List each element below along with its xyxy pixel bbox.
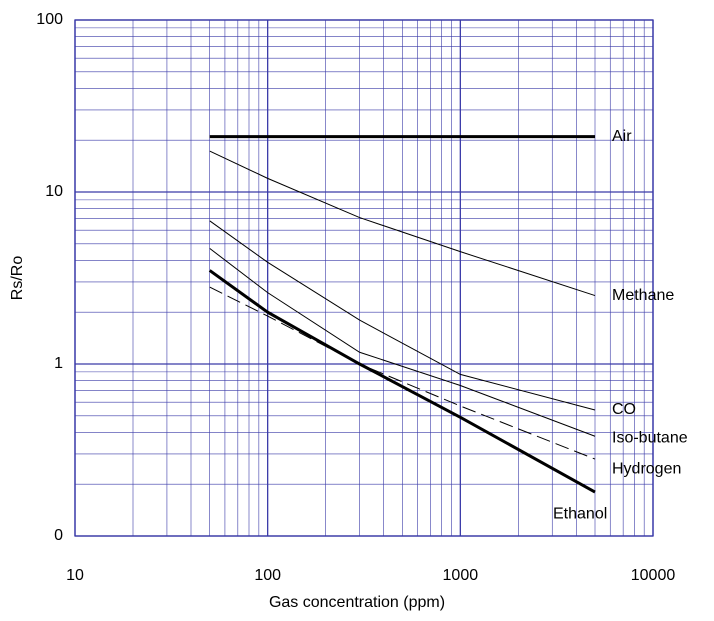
series-line [208,269,596,494]
y-axis-title: Rs/Ro [9,256,26,301]
x-axis-title: Gas concentration (ppm) [269,594,445,611]
series-line [209,220,596,411]
series-label: Ethanol [553,505,607,522]
series-label: Hydrogen [612,460,681,477]
series-label: Methane [612,287,674,304]
series-label: Iso-butane [612,429,688,446]
series-label: Air [612,128,632,145]
x-tick-label: 10 [66,567,84,584]
x-tick-label: 100 [254,567,281,584]
y-tick-label: 100 [36,11,63,28]
series-label: CO [612,401,636,418]
y-tick-label: 10 [45,183,63,200]
x-tick-label: 10000 [631,567,676,584]
series-line [209,248,596,437]
y-tick-label: 1 [54,355,63,372]
plot-frame [74,19,654,537]
x-tick-label: 1000 [443,567,479,584]
series-line [209,150,596,297]
y-tick-label: 0 [54,527,63,544]
